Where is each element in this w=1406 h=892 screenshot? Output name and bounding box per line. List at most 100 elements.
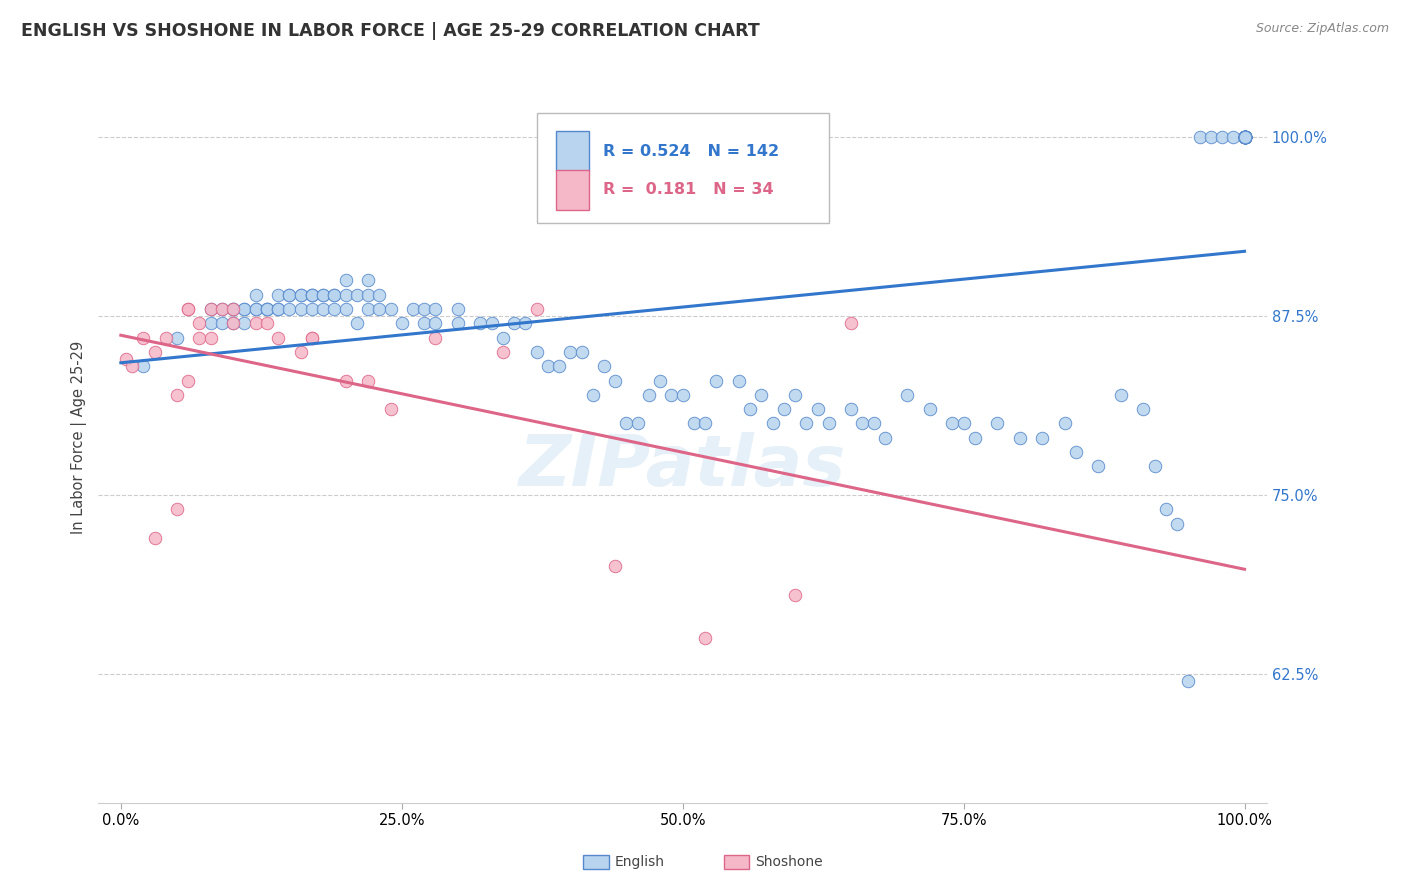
Point: [1233, 130, 1256, 145]
Point: [650, 374, 672, 388]
Point: [481, 316, 503, 330]
Point: [1233, 130, 1256, 145]
Point: [728, 374, 751, 388]
Point: [1233, 130, 1256, 145]
Point: [1233, 130, 1256, 145]
Point: [783, 588, 806, 602]
FancyBboxPatch shape: [557, 170, 589, 211]
Point: [1233, 130, 1256, 145]
Point: [783, 388, 806, 402]
Point: [1154, 502, 1177, 516]
Point: [166, 388, 188, 402]
Point: [537, 359, 560, 374]
Point: [256, 301, 278, 316]
Point: [571, 345, 593, 359]
Point: [121, 359, 143, 374]
Point: [817, 417, 839, 431]
Point: [301, 330, 323, 344]
Point: [447, 301, 470, 316]
Point: [413, 316, 436, 330]
Point: [526, 345, 548, 359]
Point: [952, 417, 974, 431]
Point: [1053, 417, 1076, 431]
Point: [245, 301, 267, 316]
Point: [1233, 130, 1256, 145]
Point: [749, 388, 772, 402]
Point: [963, 431, 986, 445]
Point: [155, 330, 177, 344]
Point: [918, 402, 941, 417]
Point: [1233, 130, 1256, 145]
Point: [200, 301, 222, 316]
Point: [301, 287, 323, 301]
Point: [312, 287, 335, 301]
Point: [839, 316, 862, 330]
Point: [267, 301, 290, 316]
Point: [1064, 445, 1087, 459]
Text: Source: ZipAtlas.com: Source: ZipAtlas.com: [1256, 22, 1389, 36]
Point: [312, 287, 335, 301]
Point: [896, 388, 918, 402]
Point: [1233, 130, 1256, 145]
Point: [1008, 431, 1031, 445]
FancyBboxPatch shape: [557, 131, 589, 171]
Point: [245, 301, 267, 316]
Point: [357, 273, 380, 287]
Point: [1233, 130, 1256, 145]
Text: Shoshone: Shoshone: [755, 855, 823, 869]
Point: [1233, 130, 1256, 145]
Point: [380, 402, 402, 417]
Point: [233, 316, 256, 330]
Point: [560, 345, 582, 359]
Point: [335, 374, 357, 388]
Point: [706, 374, 728, 388]
Point: [986, 417, 1008, 431]
Point: [143, 345, 166, 359]
Point: [391, 316, 413, 330]
Point: [368, 301, 391, 316]
Point: [256, 316, 278, 330]
Point: [470, 316, 492, 330]
Point: [806, 402, 828, 417]
Point: [413, 301, 436, 316]
Point: [1233, 130, 1256, 145]
Point: [1233, 130, 1256, 145]
Text: English: English: [614, 855, 665, 869]
Text: R = 0.524   N = 142: R = 0.524 N = 142: [603, 144, 779, 159]
Point: [1087, 459, 1109, 474]
Point: [627, 417, 650, 431]
Point: [425, 316, 447, 330]
Point: [368, 287, 391, 301]
Point: [177, 374, 200, 388]
Point: [1233, 130, 1256, 145]
Point: [492, 345, 515, 359]
Point: [245, 287, 267, 301]
Point: [862, 417, 884, 431]
Point: [1222, 130, 1244, 145]
Point: [143, 531, 166, 545]
Point: [301, 330, 323, 344]
Point: [346, 316, 368, 330]
Point: [1233, 130, 1256, 145]
Point: [1233, 130, 1256, 145]
Point: [233, 301, 256, 316]
Point: [301, 287, 323, 301]
Point: [278, 301, 301, 316]
Point: [425, 301, 447, 316]
Point: [772, 402, 794, 417]
Point: [312, 301, 335, 316]
Point: [200, 301, 222, 316]
Point: [402, 301, 425, 316]
Point: [1233, 130, 1256, 145]
Point: [222, 316, 245, 330]
Point: [278, 287, 301, 301]
Point: [290, 301, 312, 316]
Point: [132, 330, 155, 344]
Point: [115, 352, 138, 367]
Point: [593, 359, 616, 374]
Point: [278, 287, 301, 301]
Point: [211, 316, 233, 330]
Point: [851, 417, 873, 431]
Point: [873, 431, 896, 445]
Point: [941, 417, 963, 431]
